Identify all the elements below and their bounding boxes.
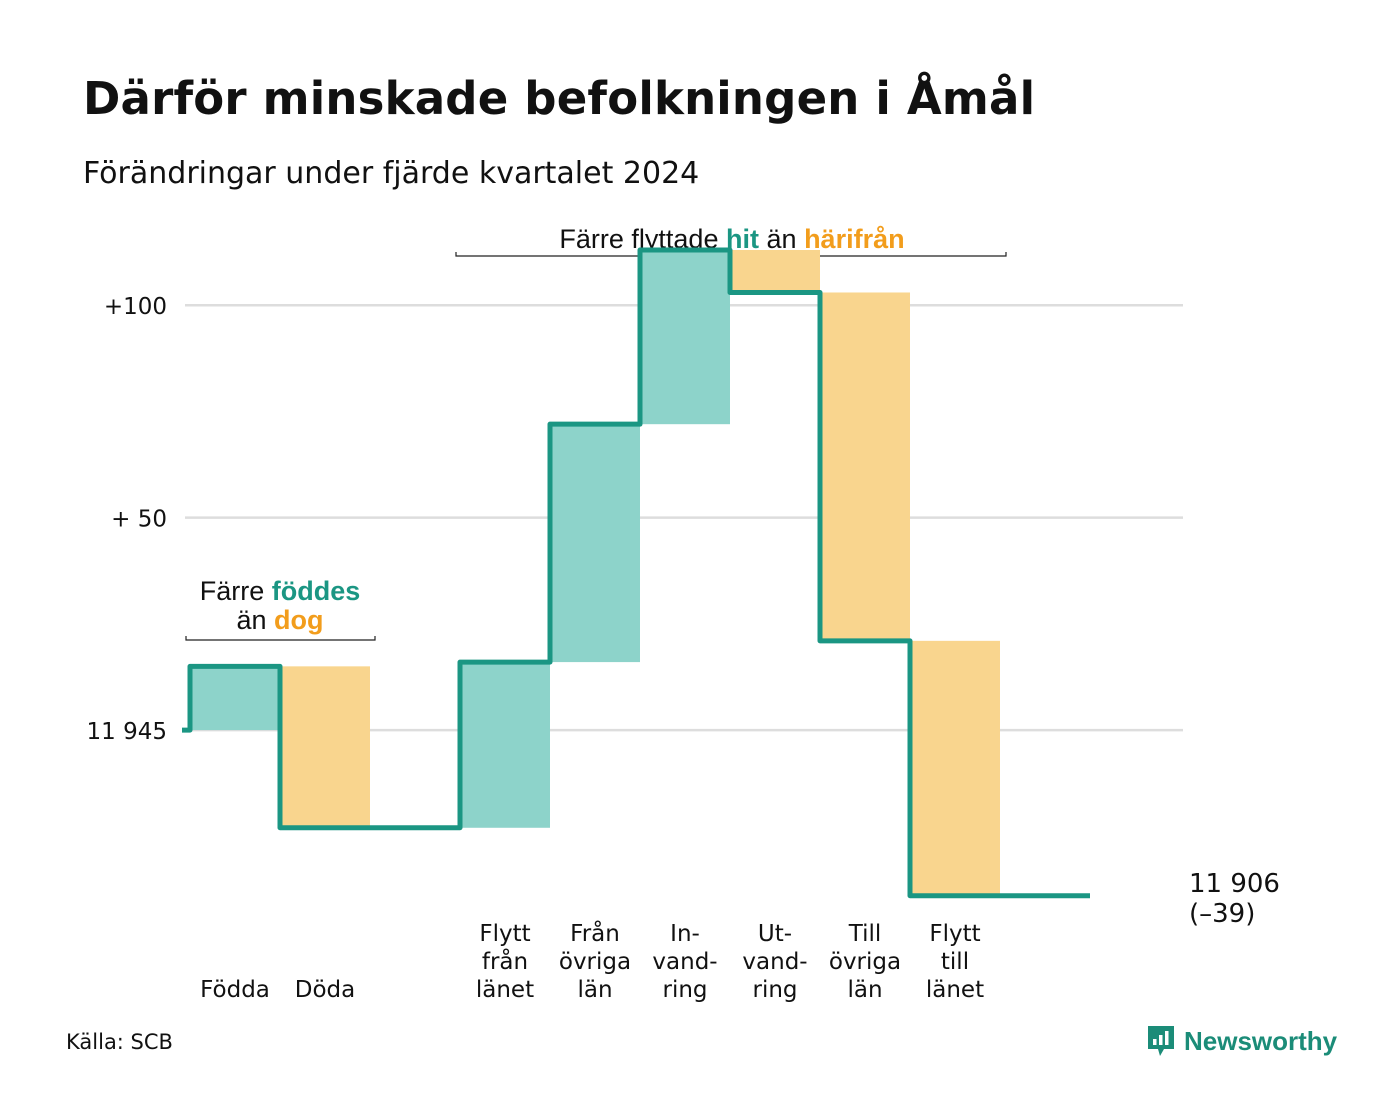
increase-bar [550, 424, 640, 663]
decrease-bar [280, 666, 370, 828]
category-label: län [577, 977, 612, 1003]
category-label: länet [926, 977, 984, 1003]
category-label: vand- [652, 949, 717, 975]
category-label: ring [662, 977, 707, 1003]
y-tick-label: +100 [104, 294, 167, 320]
cumulative-step-line [182, 247, 1090, 899]
category-label: Döda [295, 977, 355, 1003]
end-value-label: 11 906 [1189, 869, 1280, 899]
births-bracket [185, 636, 376, 641]
chart-title: Därför minskade befolkningen i Åmål [83, 72, 1036, 125]
end-change-label: (–39) [1189, 899, 1255, 929]
step-line [182, 247, 1090, 899]
decrease-bar [730, 250, 820, 293]
migration-annotation-mid: än [766, 224, 797, 254]
y-tick-label: + 50 [111, 507, 167, 533]
bars [190, 250, 1000, 896]
births-annotation-hit: föddes [271, 576, 361, 606]
births-annotation-away: dog [274, 605, 324, 635]
category-label: In- [670, 921, 700, 947]
increase-bar [190, 666, 280, 731]
category-label: Flytt [479, 921, 530, 947]
category-label: från [482, 947, 528, 975]
births-annotation: Färre föddes än dog [180, 577, 380, 635]
category-label: övriga [829, 949, 901, 975]
births-annotation-mid: än [236, 605, 267, 635]
category-label: län [847, 977, 882, 1003]
category-label: övriga [559, 949, 631, 975]
births-annotation-pre: Färre [199, 576, 265, 606]
y-tick-label: 11 945 [87, 719, 167, 745]
category-label: ring [752, 977, 797, 1003]
increase-bar [640, 250, 730, 425]
category-label: Från [570, 919, 620, 947]
category-label: Ut- [758, 921, 792, 947]
category-label: Födda [200, 977, 270, 1003]
newsworthy-logo-icon [1148, 1026, 1174, 1056]
category-label: länet [476, 977, 534, 1003]
chart-subtitle: Förändringar under fjärde kvartalet 2024 [83, 156, 700, 191]
increase-bar [460, 662, 550, 828]
category-label: Till [848, 921, 882, 947]
migration-annotation-away: härifrån [804, 224, 905, 254]
decrease-bar [910, 640, 1000, 896]
source-note: Källa: SCB [66, 1030, 173, 1054]
category-label: till [941, 949, 969, 975]
brand-logo: Newsworthy [1146, 1024, 1337, 1058]
decrease-bar [820, 292, 910, 641]
category-label: vand- [742, 949, 807, 975]
brand-name: Newsworthy [1184, 1025, 1338, 1056]
category-label: Flytt [929, 921, 980, 947]
